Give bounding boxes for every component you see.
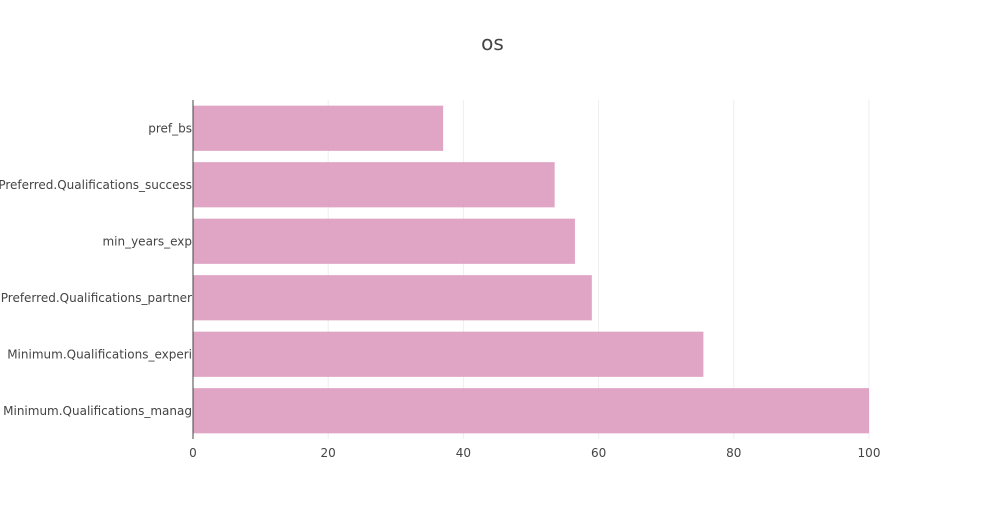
x-tick-label: 0 (189, 446, 197, 460)
grid-lines (327, 100, 870, 439)
x-tick-label: 80 (726, 446, 741, 460)
y-tick-label: pref_bs (148, 121, 192, 135)
x-tick-label: 60 (591, 446, 606, 460)
y-tick-label: Minimum.Qualifications_experi (7, 347, 192, 361)
bar (193, 105, 444, 151)
bar (193, 331, 704, 377)
y-tick-label: Minimum.Qualifications_manag (3, 404, 192, 418)
chart-title: os (481, 31, 504, 55)
y-tick-label: Preferred.Qualifications_success (0, 178, 192, 192)
y-axis-tick-labels: pref_bs Preferred.Qualifications_successm… (0, 121, 192, 418)
y-tick-label: min_years_exp (102, 234, 192, 248)
bar (193, 275, 592, 321)
x-tick-label: 40 (456, 446, 471, 460)
x-tick-label: 100 (858, 446, 881, 460)
x-tick-label: 20 (321, 446, 336, 460)
y-tick-label: Preferred.Qualifications_partner (1, 291, 192, 305)
x-axis-tick-labels: 0 20 40 60 80 100 (189, 446, 880, 460)
bar (193, 218, 575, 264)
bar (193, 388, 869, 434)
bar (193, 162, 555, 208)
bars (193, 105, 869, 434)
